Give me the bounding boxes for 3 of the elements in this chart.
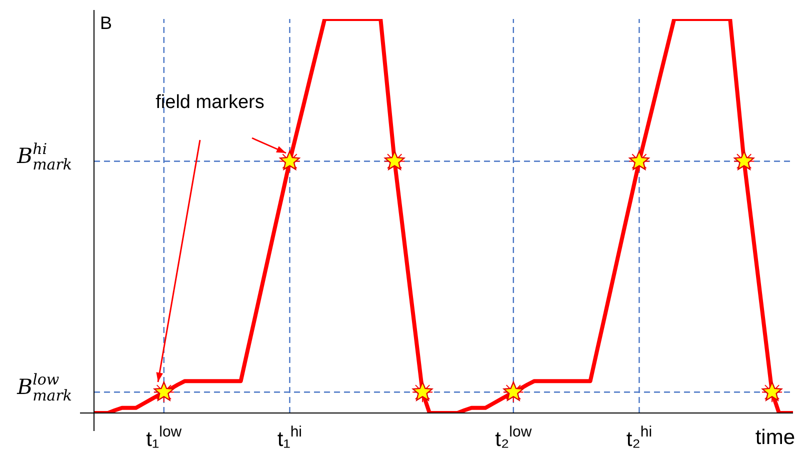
y-axis-title: B	[100, 13, 112, 33]
x-axis-title: time	[755, 426, 796, 449]
annotation: field markers	[156, 92, 264, 113]
